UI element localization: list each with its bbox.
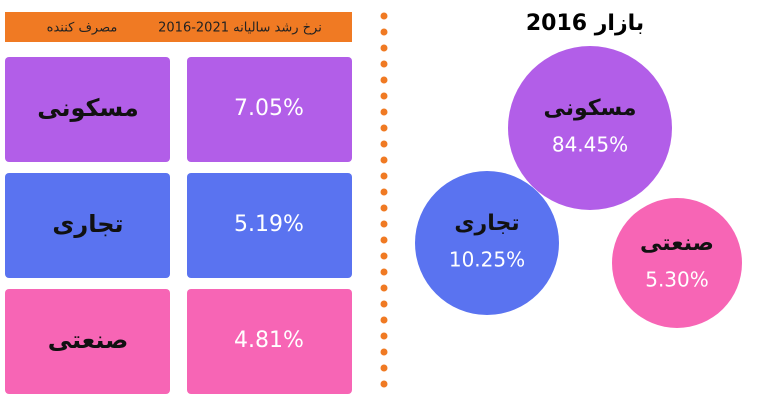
bubble-label: مسکونی <box>543 96 636 121</box>
divider-dot <box>380 348 388 356</box>
divider-dot <box>380 364 388 372</box>
row-value: 5.19% <box>234 212 304 237</box>
value-cell <box>187 57 352 162</box>
header-cell: 2016-2021 نرخ رشد سالیانه <box>158 21 322 36</box>
divider-dot <box>380 76 388 84</box>
bubble <box>612 198 742 328</box>
value-cell <box>187 289 352 394</box>
bubble <box>508 46 672 210</box>
divider-dot <box>380 172 388 180</box>
divider-dot <box>380 204 388 212</box>
divider-dot <box>380 332 388 340</box>
divider-dot <box>380 236 388 244</box>
divider-dot <box>380 156 388 164</box>
divider-dot <box>380 12 388 20</box>
row-label: صنعتی <box>48 326 129 354</box>
divider-dot <box>380 140 388 148</box>
divider <box>380 12 388 388</box>
bubble-value: 10.25% <box>449 248 525 272</box>
bubble-value: 84.45% <box>552 133 628 157</box>
bubble-label: تجاری <box>454 211 519 236</box>
divider-dot <box>380 44 388 52</box>
bubble-value: 5.30% <box>645 268 709 292</box>
divider-dot <box>380 124 388 132</box>
divider-dot <box>380 92 388 100</box>
divider-dot <box>380 284 388 292</box>
bubbles-title: بازار 2016 <box>526 11 644 36</box>
divider-dot <box>380 380 388 388</box>
row-label: مسکونی <box>37 94 139 122</box>
value-cell <box>187 173 352 278</box>
divider-dot <box>380 220 388 228</box>
row-value: 4.81% <box>234 328 304 353</box>
divider-dot <box>380 60 388 68</box>
table-header-bar <box>5 12 352 42</box>
label-cell <box>5 289 170 394</box>
header-cell: مصرف کننده <box>47 21 118 36</box>
label-cell <box>5 173 170 278</box>
bubble <box>415 171 559 315</box>
label-cell <box>5 57 170 162</box>
divider-dot <box>380 28 388 36</box>
divider-dot <box>380 108 388 116</box>
divider-dot <box>380 300 388 308</box>
divider-dot <box>380 252 388 260</box>
divider-dot <box>380 268 388 276</box>
divider-dot <box>380 316 388 324</box>
bubble-label: صنعتی <box>640 231 714 256</box>
row-value: 7.05% <box>234 96 304 121</box>
divider-dot <box>380 188 388 196</box>
row-label: تجاری <box>52 210 123 238</box>
